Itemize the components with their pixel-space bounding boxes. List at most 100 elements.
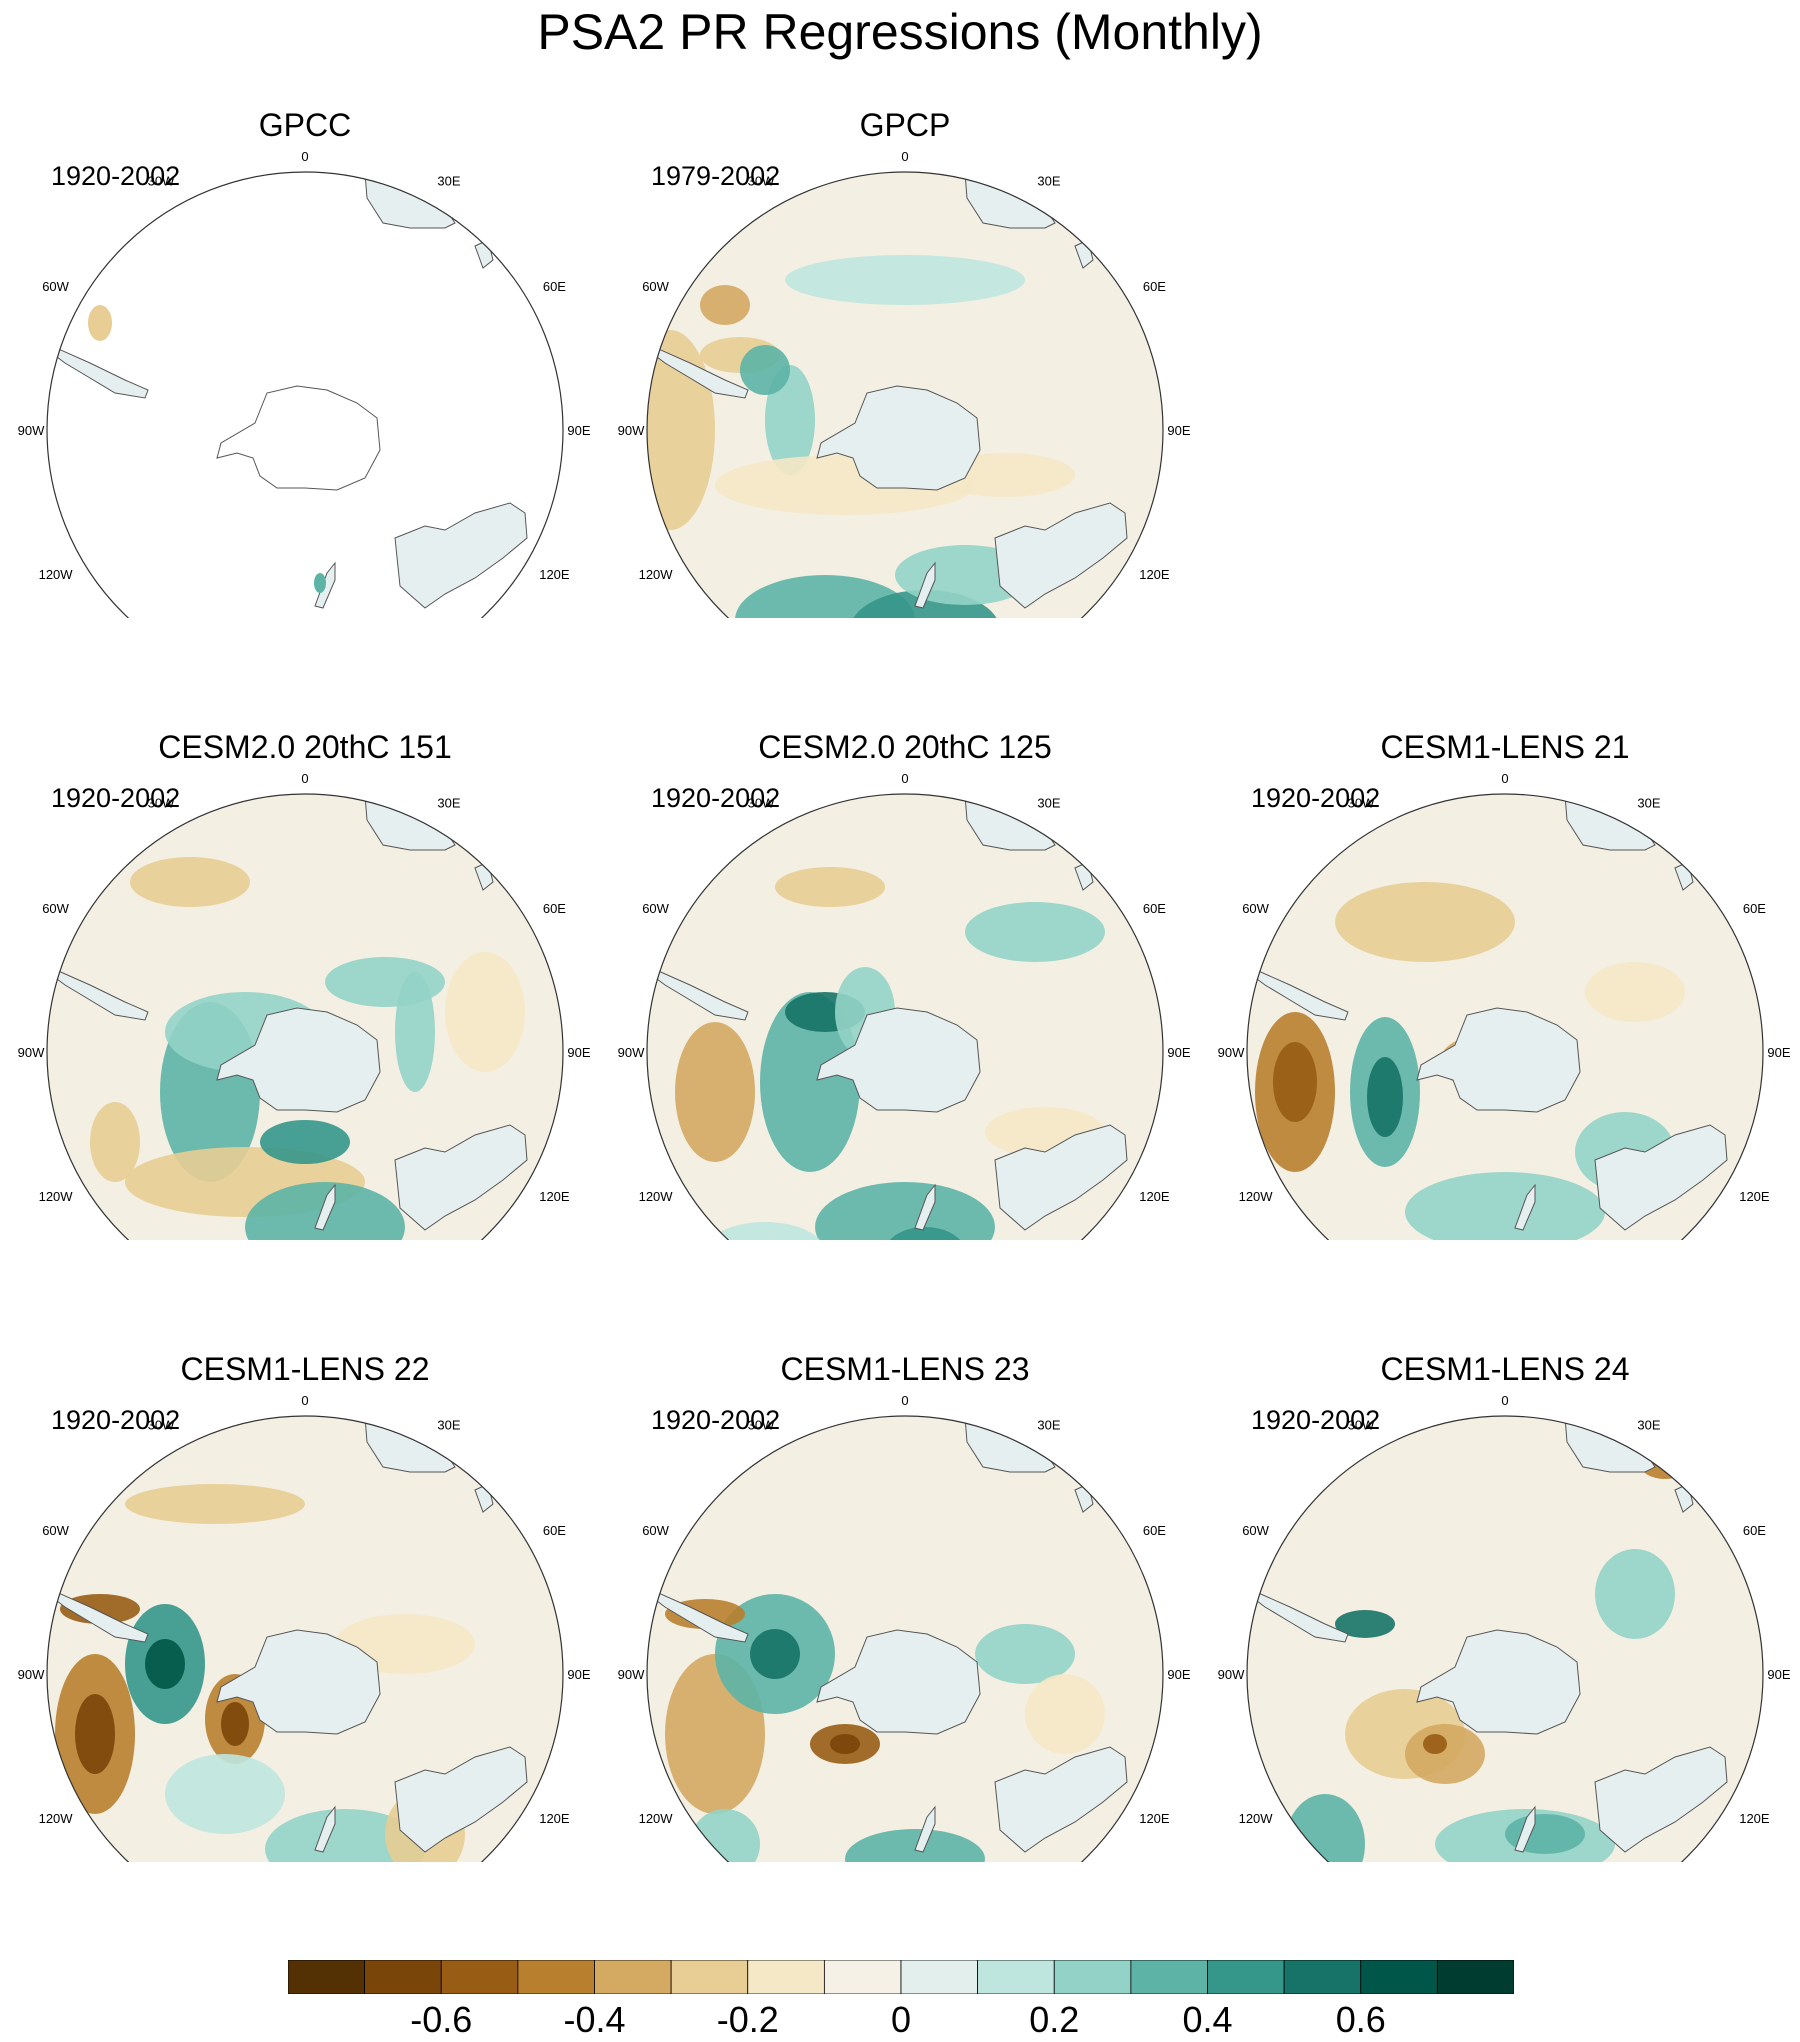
map-panel-gpcc: GPCC 1920-2002 030E60E90E120E150E180150W… bbox=[5, 18, 605, 618]
new-zealand-outline bbox=[314, 1183, 336, 1231]
regression-contour bbox=[145, 1639, 185, 1689]
longitude-label: 120W bbox=[1239, 1811, 1274, 1826]
colorbar-swatch bbox=[747, 1960, 825, 1994]
longitude-label: 0 bbox=[901, 771, 908, 786]
longitude-label: 0 bbox=[301, 771, 308, 786]
longitude-label: 0 bbox=[1501, 771, 1508, 786]
new-zealand-outline bbox=[1514, 1805, 1536, 1853]
map-border bbox=[646, 793, 1164, 1240]
longitude-label: 120E bbox=[539, 1811, 570, 1826]
panel-period: 1979-2002 bbox=[651, 161, 781, 191]
longitude-label: 60W bbox=[642, 279, 669, 294]
panel-title: GPCP bbox=[859, 107, 951, 143]
colorbar-swatch bbox=[288, 1960, 366, 1994]
longitude-label: 120E bbox=[1739, 1811, 1770, 1826]
new-zealand-outline bbox=[314, 1805, 336, 1853]
longitude-label: 120E bbox=[1739, 1189, 1770, 1204]
panel-title: CESM2.0 20thC 151 bbox=[158, 729, 452, 765]
map-field bbox=[647, 172, 1163, 618]
longitude-label: 30W bbox=[748, 796, 775, 811]
regression-contour bbox=[760, 992, 860, 1172]
map-border bbox=[1246, 1415, 1764, 1862]
map-field bbox=[1247, 1416, 1763, 1862]
longitude-label: 60W bbox=[42, 901, 69, 916]
new-zealand-outline bbox=[914, 1183, 936, 1231]
colorbar-swatch bbox=[364, 1960, 442, 1994]
colorbar-tick-label: 0.2 bbox=[1029, 1999, 1080, 2040]
regression-contour bbox=[1285, 1794, 1365, 1862]
longitude-label: 30E bbox=[1637, 1418, 1660, 1433]
australia-outline bbox=[394, 502, 528, 609]
longitude-label: 60E bbox=[1143, 279, 1166, 294]
colorbar-swatch bbox=[823, 1960, 902, 1994]
longitude-label: 30W bbox=[1348, 1418, 1375, 1433]
longitude-label: 120W bbox=[39, 567, 74, 582]
map-field bbox=[647, 794, 1163, 1240]
map-field bbox=[47, 794, 563, 1240]
regression-contour bbox=[1405, 1172, 1605, 1240]
longitude-label: 60E bbox=[543, 901, 566, 916]
longitude-label: 0 bbox=[901, 149, 908, 164]
longitude-label: 60E bbox=[543, 1523, 566, 1538]
panel-period: 1920-2002 bbox=[1251, 1405, 1381, 1435]
colorbar-tick-label: 0.6 bbox=[1335, 1999, 1386, 2040]
longitude-label: 60W bbox=[642, 1523, 669, 1538]
longitude-label: 60W bbox=[42, 279, 69, 294]
colorbar-tick-label: -0.6 bbox=[410, 1999, 473, 2040]
longitude-label: 30E bbox=[1637, 796, 1660, 811]
regression-contour bbox=[445, 952, 525, 1072]
polar-map: 030E60E90E120E150E180150W120W90W60W30W bbox=[18, 1393, 591, 1862]
longitude-label: 120W bbox=[639, 567, 674, 582]
regression-contour bbox=[700, 285, 750, 325]
australia-outline bbox=[394, 1746, 528, 1853]
regression-contour bbox=[165, 1754, 285, 1834]
polar-map: 030E60E90E120E150E180150W120W90W60W30W bbox=[18, 771, 591, 1240]
longitude-label: 60W bbox=[42, 1523, 69, 1538]
longitude-label: 90W bbox=[18, 1045, 45, 1060]
map-panel-cesm2-151: CESM2.0 20thC 151 1920-2002 0 30E 60E 90E 12… bbox=[5, 640, 605, 1240]
antarctica-outline bbox=[816, 1629, 981, 1735]
colorbar-swatch bbox=[1130, 1960, 1208, 1994]
longitude-label: 120W bbox=[1239, 1189, 1274, 1204]
panel-title: CESM1-LENS 23 bbox=[780, 1351, 1030, 1387]
polar-map: 030E60E90E120E150E180150W120W90W60W30W bbox=[618, 1393, 1191, 1862]
longitude-label: 120E bbox=[1139, 1189, 1170, 1204]
longitude-label: 30W bbox=[748, 174, 775, 189]
antarctica-outline bbox=[216, 1007, 381, 1113]
map-border bbox=[646, 171, 1164, 618]
longitude-label: 120W bbox=[639, 1811, 674, 1826]
regression-contour bbox=[815, 1182, 995, 1240]
map-border bbox=[46, 1415, 564, 1862]
longitude-label: 90W bbox=[18, 423, 45, 438]
longitude-label: 90E bbox=[1767, 1667, 1790, 1682]
polar-map: 030E60E90E120E150E180150W120W90W60W30W bbox=[1218, 1393, 1791, 1862]
colorbar-swatch bbox=[900, 1960, 979, 1994]
longitude-label: 30E bbox=[437, 796, 460, 811]
colorbar bbox=[288, 1960, 1514, 1994]
regression-contour bbox=[1595, 1549, 1675, 1639]
longitude-label: 30W bbox=[148, 796, 175, 811]
regression-contour bbox=[750, 1629, 800, 1679]
map-panel-lens-24: CESM1-LENS 24 1920-2002 030E60E90E120E15… bbox=[1205, 1262, 1800, 1862]
regression-contour bbox=[765, 365, 815, 475]
longitude-label: 90W bbox=[18, 1667, 45, 1682]
regression-contour bbox=[975, 1624, 1075, 1684]
regression-contour bbox=[775, 867, 885, 907]
regression-contour bbox=[245, 1182, 405, 1240]
panel-period: 1920-2002 bbox=[1251, 783, 1381, 813]
colorbar-swatch bbox=[1207, 1960, 1285, 1994]
australia-outline bbox=[994, 1124, 1128, 1231]
regression-contour bbox=[1335, 882, 1515, 962]
longitude-label: 90W bbox=[618, 1667, 645, 1682]
polar-map: 030E60E90E120E150E180150W120W90W60W30W bbox=[618, 149, 1191, 618]
regression-contour bbox=[740, 345, 790, 395]
longitude-label: 60W bbox=[642, 901, 669, 916]
longitude-label: 120E bbox=[539, 1189, 570, 1204]
longitude-label: 30W bbox=[148, 1418, 175, 1433]
australia-outline bbox=[1594, 1124, 1728, 1231]
regression-contour bbox=[1273, 1042, 1317, 1122]
longitude-label: 120E bbox=[1139, 567, 1170, 582]
longitude-label: 60E bbox=[1143, 1523, 1166, 1538]
map-field bbox=[647, 1416, 1163, 1862]
australia-outline bbox=[1594, 1746, 1728, 1853]
